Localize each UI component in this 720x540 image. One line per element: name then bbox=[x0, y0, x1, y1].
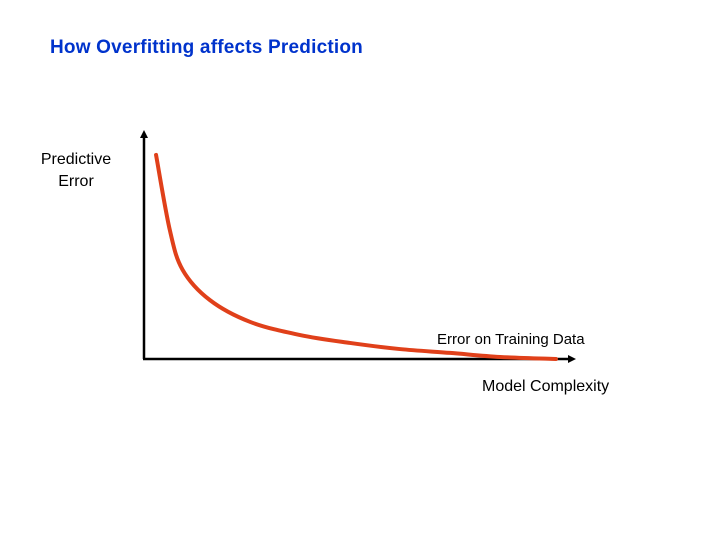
y-axis-label: Predictive Error bbox=[28, 149, 124, 193]
x-axis-arrow bbox=[568, 355, 576, 363]
x-axis-label: Model Complexity bbox=[482, 378, 610, 395]
y-axis-label-line-1: Predictive bbox=[40, 151, 112, 168]
y-axis-arrow bbox=[140, 130, 148, 138]
y-axis-label-line-2: Error bbox=[58, 173, 94, 190]
training-error-annotation: Error on Training Data bbox=[437, 331, 585, 348]
training-error-curve bbox=[154, 152, 558, 361]
chart-title: How Overfitting affects Prediction bbox=[50, 37, 363, 58]
